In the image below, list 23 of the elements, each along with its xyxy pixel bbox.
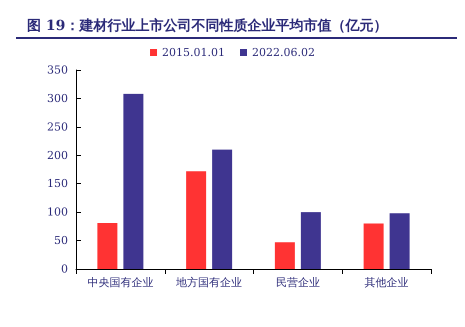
bar	[212, 150, 232, 269]
legend-label: 2022.06.02	[252, 46, 315, 59]
y-tick-label: 150	[47, 177, 68, 190]
bar	[300, 212, 321, 269]
y-tick-label: 200	[47, 148, 68, 162]
y-tick-label: 50	[54, 234, 68, 248]
bar	[97, 222, 118, 269]
y-tick-label: 300	[47, 92, 68, 105]
bar	[390, 213, 410, 269]
bar	[186, 171, 206, 269]
bar	[364, 224, 384, 269]
legend-label: 2015.01.01	[162, 46, 226, 59]
x-tick-label: 地方国有企业	[175, 276, 242, 289]
y-tick-label: 250	[47, 120, 68, 134]
y-tick-label: 0	[61, 262, 68, 276]
x-tick-label: 其他企业	[364, 276, 409, 289]
x-tick-label: 民营企业	[276, 276, 320, 289]
y-tick-label: 100	[47, 206, 68, 219]
chart-title: 图 19：建材行业上市公司不同性质企业平均市值（亿元）	[27, 17, 388, 34]
bar	[123, 94, 144, 269]
x-tick-label: 中央国有企业	[87, 276, 154, 289]
y-tick-label: 350	[47, 64, 68, 76]
bar	[274, 242, 295, 269]
